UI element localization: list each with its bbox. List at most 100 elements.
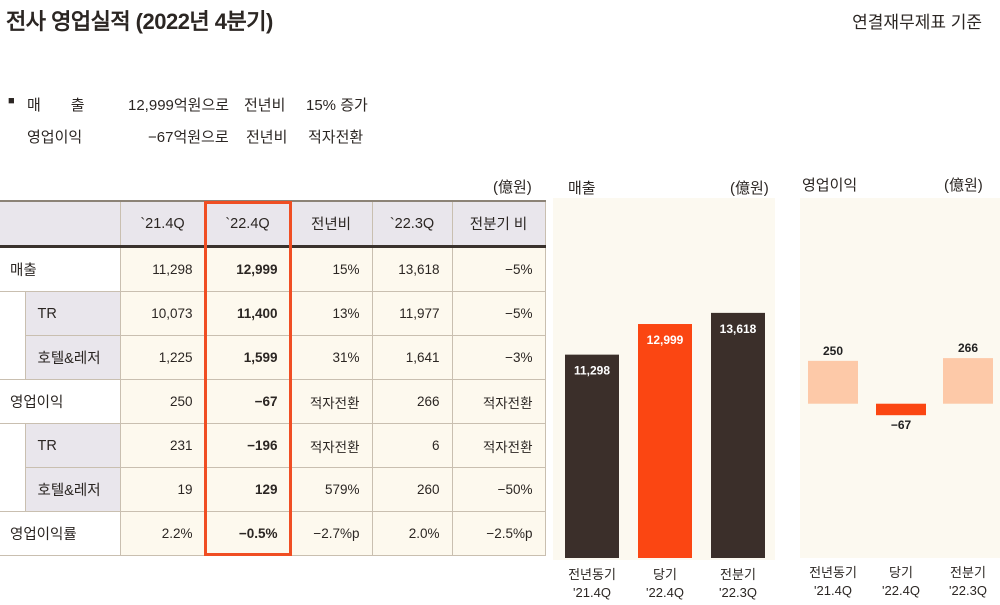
sub-row-label: TR <box>24 291 121 336</box>
table-cell: 13,618 <box>371 246 453 292</box>
table-cell: −2.5%p <box>451 511 546 556</box>
table-cell: 250 <box>119 379 206 424</box>
table-cell: 10,073 <box>119 291 206 336</box>
table-cell: 12,999 <box>204 246 291 292</box>
table-cell: −5% <box>451 291 546 336</box>
column-header <box>0 200 121 248</box>
table-cell: 적자전환 <box>289 379 373 424</box>
table-cell: 31% <box>289 335 373 380</box>
table-cell: 11,298 <box>119 246 206 292</box>
category-label: 당기 '22.4Q <box>866 564 936 600</box>
data-label: 12,999 <box>647 333 684 347</box>
column-header: `22.3Q <box>371 200 453 248</box>
table-row: 호텔&레저 1,225 1,599 31% 1,641 −3% <box>0 335 546 380</box>
summary-compare: 전년비 <box>244 97 286 114</box>
summary-label: 영업이익 <box>27 129 83 146</box>
summary-value: −67억원으로 <box>148 129 229 146</box>
table-cell: 11,977 <box>371 291 453 336</box>
category-label: 전분기 '22.3Q <box>703 566 773 602</box>
bar <box>711 312 765 558</box>
bar <box>876 403 926 416</box>
table-cell: 19 <box>119 467 206 512</box>
indent-spacer <box>0 335 26 380</box>
table-cell: −3% <box>451 335 546 380</box>
summary-compare: 전년비 <box>246 129 288 146</box>
op-profit-chart-title: 영업이익 <box>802 177 858 194</box>
table-cell: 2.0% <box>371 511 453 556</box>
data-label: −67 <box>891 418 912 432</box>
revenue-chart-unit: (億원) <box>730 180 769 197</box>
category-period: '22.4Q <box>646 585 684 600</box>
row-label: 영업이익 <box>0 379 121 424</box>
column-header: 전분기 비 <box>451 200 546 248</box>
bar <box>638 324 692 558</box>
table-cell: 266 <box>371 379 453 424</box>
table-cell: 2.2% <box>119 511 206 556</box>
bar <box>565 354 619 558</box>
table-cell: 1,641 <box>371 335 453 380</box>
basis-note: 연결재무제표 기준 <box>852 13 982 32</box>
bar <box>808 360 858 404</box>
table-cell: 15% <box>289 246 373 292</box>
table-row: TR 10,073 11,400 13% 11,977 −5% <box>0 291 546 336</box>
data-label: 250 <box>823 344 843 358</box>
table-cell: −67 <box>204 379 291 424</box>
category-period: '22.3Q <box>719 585 757 600</box>
data-label: 266 <box>958 341 978 355</box>
sub-row-label: 호텔&레저 <box>24 335 121 380</box>
bullet-icon: ■ <box>8 95 15 107</box>
table-row: TR 231 −196 적자전환 6 적자전환 <box>0 423 546 468</box>
table-cell: 231 <box>119 423 206 468</box>
table-row: 호텔&레저 19 129 579% 260 −50% <box>0 467 546 512</box>
table-cell: −0.5% <box>204 511 291 556</box>
table-cell: 적자전환 <box>451 379 546 424</box>
page-title: 전사 영업실적 (2022년 4분기) <box>6 9 273 34</box>
category-name: 당기 <box>653 567 677 582</box>
table-cell: 1,599 <box>204 335 291 380</box>
summary-result: 적자전환 <box>308 129 364 146</box>
sub-row-label: 호텔&레저 <box>24 467 121 512</box>
bar <box>943 358 993 404</box>
category-label: 전분기 '22.3Q <box>933 564 1000 600</box>
column-header: `22.4Q <box>204 200 291 248</box>
category-label: 전년동기 '21.4Q <box>557 566 627 602</box>
table-cell: −196 <box>204 423 291 468</box>
table-cell: 13% <box>289 291 373 336</box>
table-cell: 11,400 <box>204 291 291 336</box>
revenue-chart-title: 매출 <box>568 180 596 197</box>
summary-result: 15% 증가 <box>306 97 368 114</box>
table-cell: 적자전환 <box>451 423 546 468</box>
category-period: '22.3Q <box>949 583 987 598</box>
category-period: '22.4Q <box>882 583 920 598</box>
row-label: 매출 <box>0 246 121 292</box>
table-cell: −50% <box>451 467 546 512</box>
column-header: 전년비 <box>289 200 373 248</box>
indent-spacer <box>0 291 26 336</box>
table-cell: −2.7%p <box>289 511 373 556</box>
summary-value: 12,999억원으로 <box>128 97 230 114</box>
indent-spacer <box>0 423 26 468</box>
category-name: 전분기 <box>720 567 756 582</box>
results-table: `21.4Q `22.4Q 전년비 `22.3Q 전분기 비 매출 11,298 12,99… <box>0 200 546 556</box>
table-row: 영업이익 250 −67 적자전환 266 적자전환 <box>0 379 546 424</box>
table-cell: 579% <box>289 467 373 512</box>
table-cell: −5% <box>451 246 546 292</box>
category-name: 당기 <box>889 565 913 580</box>
category-period: '21.4Q <box>814 583 852 598</box>
category-name: 전분기 <box>950 565 986 580</box>
category-label: 당기 '22.4Q <box>630 566 700 602</box>
sub-row-label: TR <box>24 423 121 468</box>
table-row: 매출 11,298 12,999 15% 13,618 −5% <box>0 246 546 292</box>
category-label: 전년동기 '21.4Q <box>798 564 868 600</box>
op-profit-chart-unit: (億원) <box>944 177 983 194</box>
indent-spacer <box>0 467 26 512</box>
category-name: 전년동기 <box>568 567 616 582</box>
table-row: 영업이익률 2.2% −0.5% −2.7%p 2.0% −2.5%p <box>0 511 546 556</box>
data-label: 13,618 <box>720 322 757 336</box>
table-unit: (億원) <box>493 179 532 196</box>
category-period: '21.4Q <box>573 585 611 600</box>
row-label: 영업이익률 <box>0 511 121 556</box>
summary-label: 매 출 <box>27 97 85 114</box>
category-name: 전년동기 <box>809 565 857 580</box>
